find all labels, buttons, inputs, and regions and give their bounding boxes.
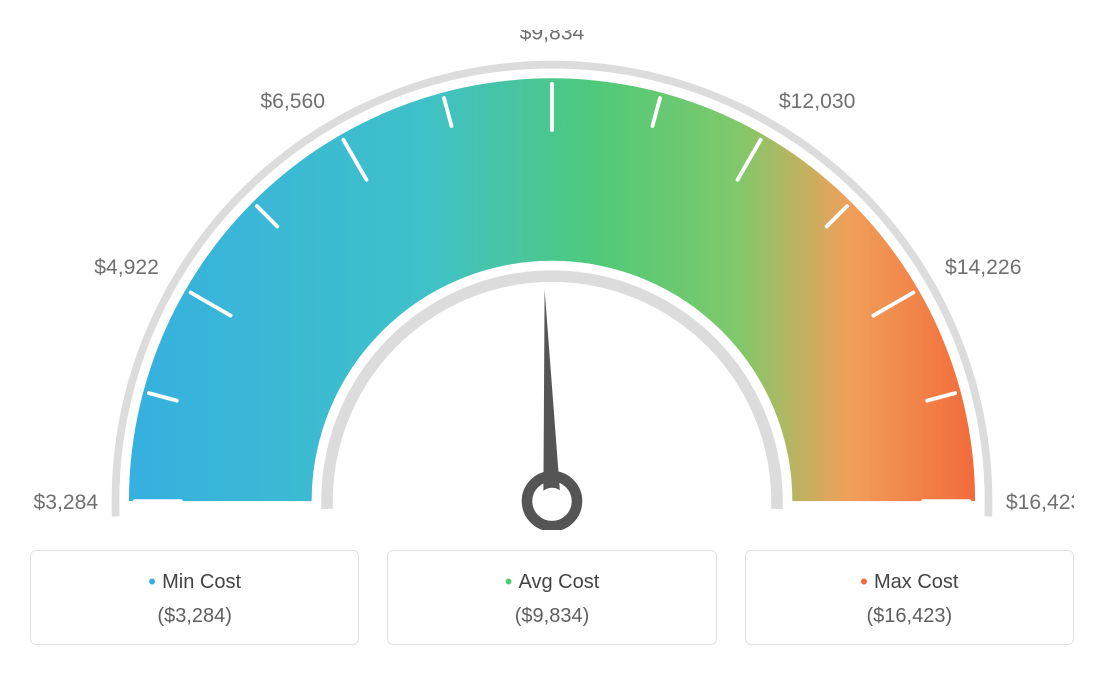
gauge-tick-label: $3,284 bbox=[33, 491, 98, 514]
gauge-tick-label: $12,030 bbox=[779, 90, 855, 113]
legend-card-min: Min Cost ($3,284) bbox=[30, 550, 359, 645]
legend-card-max: Max Cost ($16,423) bbox=[745, 550, 1074, 645]
gauge-svg: $3,284 $4,922 $6,560 $9,834 $12,030 $14,226 $1… bbox=[30, 30, 1074, 530]
legend-title-max: Max Cost bbox=[756, 569, 1063, 595]
legend-card-avg: Avg Cost ($9,834) bbox=[387, 550, 716, 645]
cost-gauge-chart: $3,284 $4,922 $6,560 $9,834 $12,030 $14,226 $1… bbox=[30, 30, 1074, 530]
legend-title-avg: Avg Cost bbox=[398, 569, 705, 595]
legend-value-max: ($16,423) bbox=[756, 605, 1063, 628]
legend-title-min: Min Cost bbox=[41, 569, 348, 595]
gauge-tick-label: $6,560 bbox=[260, 90, 325, 113]
gauge-tick-label: $16,423 bbox=[1006, 491, 1074, 514]
gauge-needle bbox=[543, 290, 560, 502]
legend-value-min: ($3,284) bbox=[41, 605, 348, 628]
gauge-tick-label: $4,922 bbox=[94, 256, 159, 279]
gauge-tick-label: $14,226 bbox=[945, 256, 1021, 279]
legend-value-avg: ($9,834) bbox=[398, 605, 705, 628]
legend-row: Min Cost ($3,284) Avg Cost ($9,834) Max … bbox=[30, 550, 1074, 645]
gauge-tick-label: $9,834 bbox=[520, 30, 585, 45]
